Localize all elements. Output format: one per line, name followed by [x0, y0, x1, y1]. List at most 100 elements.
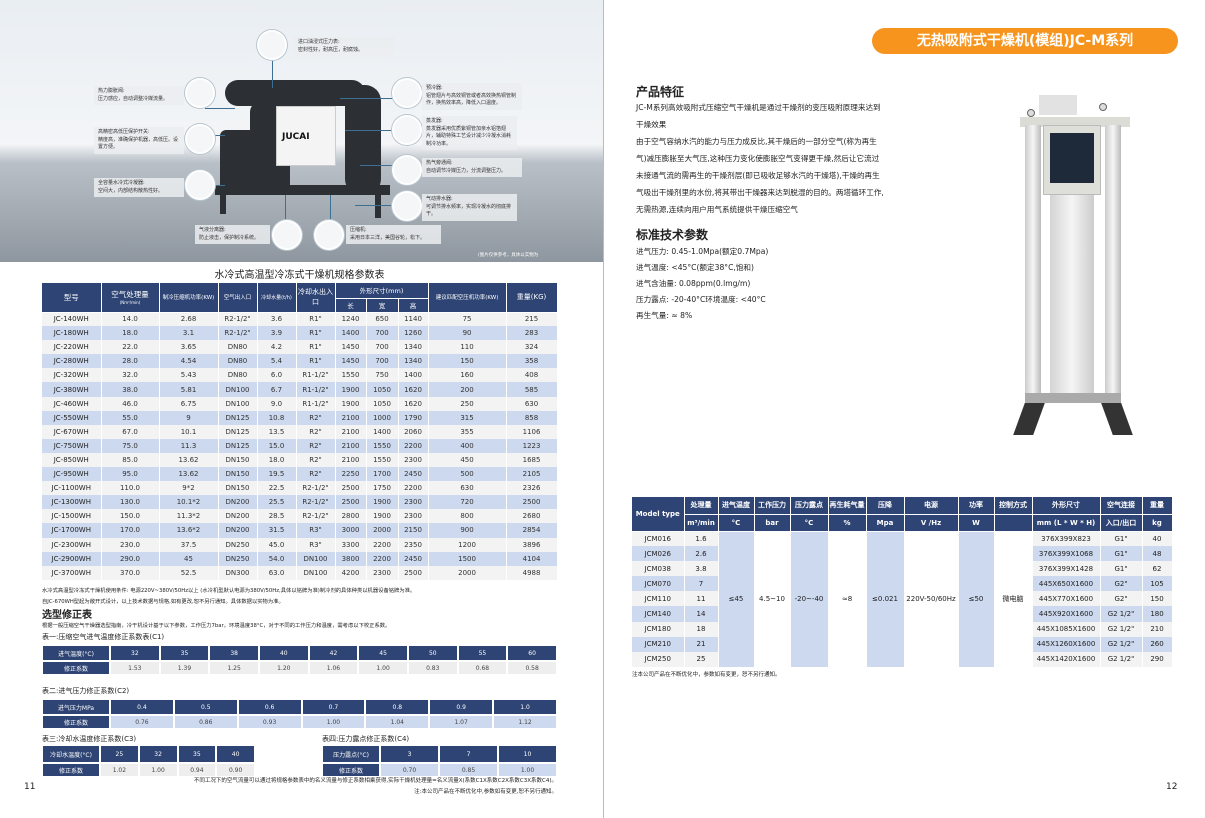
- header-air-io: 空气出入口: [218, 283, 258, 313]
- callout-compressor: 压缩机: 采用日本三洋，美国谷轮，松下。: [346, 225, 441, 244]
- flow-cell: 7: [684, 576, 719, 592]
- table-row: JC-850WH 85.0 13.62 DN150 18.0 R2" 2100 1550 230…: [42, 452, 558, 468]
- param-line: 压力露点: -20-40°C环境温度: <40°C: [636, 295, 766, 304]
- shared-cell: 220V-50/60Hz: [904, 531, 959, 667]
- table-cell: 75: [428, 312, 507, 327]
- table-cell: R1-1/2": [296, 368, 336, 383]
- table-cell: 55.0: [101, 410, 160, 425]
- header-cell: 处理量: [684, 497, 719, 515]
- feature-line: 气)减压膨胀至大气压,这种压力变化使膨胀空气变得更干燥,然后让它流过: [636, 154, 880, 163]
- table-inlet-pressure-correction: 进气压力MPa 0.4 0.5 0.6 0.7 0.8 0.9 1.0 修正系数 0.76 0.86…: [41, 698, 558, 730]
- series-banner: 无热吸附式干燥机(模组)JC-M系列: [872, 28, 1178, 54]
- header-row: 进气压力MPa 0.4 0.5 0.6 0.7 0.8 0.9 1.0: [41, 698, 558, 716]
- weight-cell: 40: [1142, 531, 1173, 547]
- header-cell: 50: [406, 644, 459, 662]
- page-number-right: 12: [1166, 782, 1178, 792]
- table-cell: 200: [428, 382, 507, 397]
- model-cell: JC-1100WH: [42, 481, 102, 496]
- table-cell: R2-1/2": [218, 326, 258, 341]
- table-row: JC-180WH 18.0 3.1 R2-1/2" 3.9 R1" 1400 700 1260 9…: [42, 326, 558, 341]
- header-cell: 再生耗气量: [828, 497, 867, 515]
- table-cell: 1550: [366, 452, 399, 468]
- precooler-icon: [392, 78, 422, 108]
- param-line: 进气压力: 0.45-1.0Mpa(额定0.7Mpa): [636, 247, 769, 256]
- table-cell: 230.0: [101, 537, 160, 552]
- pressure-switch-icon: [185, 124, 215, 154]
- table-row: JCM038 3.8 376X399X1428 G1" 62: [632, 561, 1173, 577]
- dims-cell: 445X1085X1600: [1032, 621, 1101, 637]
- table-row: JC-2900WH 290.0 45 DN250 54.0 DN100 3800 2200 24…: [42, 551, 558, 566]
- table-cell: R2-1/2": [296, 509, 336, 524]
- page-number-left: 11: [24, 782, 36, 792]
- table-cell: 2200: [366, 537, 399, 552]
- table-cell: DN80: [218, 368, 258, 383]
- model-cell: JC-3700WH: [42, 565, 102, 580]
- table-cell: 283: [506, 326, 558, 341]
- header-air-flow: 空气处理量 (Nm³/min): [101, 283, 160, 313]
- table-cell: 1400: [398, 368, 429, 383]
- table-cell: 13.5: [257, 424, 297, 439]
- table-cell: 1400: [366, 424, 399, 439]
- condenser-icon: [185, 170, 215, 200]
- value-cell: 1.00: [497, 762, 558, 778]
- table-cell: R1-1/2": [296, 396, 336, 411]
- table-cell: 2326: [506, 481, 558, 496]
- param-line: 进气含油量: 0.08ppm(0.lmg/m): [636, 279, 751, 288]
- table1-title: 表一:压缩空气进气温度修正系数表(C1): [42, 633, 165, 641]
- table-cell: 900: [428, 523, 507, 538]
- table-cell: 3.6: [257, 312, 297, 327]
- param-line: 进气温度: <45°C(额定38°C,饱和): [636, 263, 754, 272]
- table-row: JC-320WH 32.0 5.43 DN80 6.0 R1-1/2" 1550 750 140…: [42, 368, 558, 383]
- header-cell: 32: [137, 744, 179, 764]
- table-cell: 2500: [506, 495, 558, 510]
- table-cell: 355: [428, 424, 507, 439]
- table-cell: 22.5: [257, 481, 297, 496]
- table-cell: 2250: [335, 467, 367, 482]
- header-cell: 40: [257, 644, 310, 662]
- main-table-title: 水冷式高温型冷冻式干燥机规格参数表: [214, 270, 385, 281]
- table-cell: 250: [428, 396, 507, 411]
- weight-cell: 210: [1142, 621, 1173, 637]
- header-cell: 32: [109, 644, 161, 662]
- table-cell: 720: [428, 495, 507, 510]
- table-cell: 4104: [506, 551, 558, 566]
- controller-screen: [1050, 133, 1094, 183]
- table-cell: DN100: [296, 551, 336, 566]
- table2-title: 表二:进气压力修正系数(C2): [42, 687, 130, 695]
- table-cell: DN125: [218, 424, 258, 439]
- table-cell: 585: [506, 382, 558, 397]
- value-cell: 0.86: [172, 714, 239, 730]
- control-panel: JUCAI: [276, 106, 336, 166]
- table-cell: 13.62: [159, 452, 219, 468]
- value-cell: 0.58: [506, 660, 558, 676]
- table-cell: 2060: [398, 424, 429, 439]
- table-cell: 2000: [428, 565, 507, 580]
- table-cell: 5.81: [159, 382, 219, 397]
- table-cell: 45: [159, 551, 219, 566]
- connection-cell: G1": [1100, 546, 1143, 562]
- expansion-valve-icon: [185, 78, 215, 108]
- row-label: 修正系数: [41, 714, 111, 730]
- connection-cell: G1": [1100, 561, 1143, 577]
- table-cell: 858: [506, 410, 558, 425]
- header-cell: 外形尺寸: [1032, 497, 1101, 515]
- model-cell: JC-320WH: [42, 368, 102, 383]
- table-cell: 2100: [335, 424, 367, 439]
- model-cell: JCM070: [632, 576, 685, 592]
- value-cell: 0.68: [456, 660, 509, 676]
- table-cell: 1620: [398, 396, 429, 411]
- table-row: JC-220WH 22.0 3.65 DN80 4.2 R1" 1450 700 1340 110…: [42, 340, 558, 355]
- table-cell: 1050: [366, 382, 399, 397]
- table-cell: 1900: [335, 382, 367, 397]
- table-cell: R3": [296, 523, 336, 538]
- header-length: 长: [335, 298, 367, 313]
- table-cell: 2500: [398, 565, 429, 580]
- table-cell: 408: [506, 368, 558, 383]
- table-cell: 630: [506, 396, 558, 411]
- header-cell: 压降: [866, 497, 905, 515]
- value-row: 修正系数 0.70 0.85 1.00: [321, 762, 558, 778]
- connection-cell: G1": [1100, 531, 1143, 547]
- table-cell: R1": [296, 326, 336, 341]
- table-cell: R2": [296, 424, 336, 439]
